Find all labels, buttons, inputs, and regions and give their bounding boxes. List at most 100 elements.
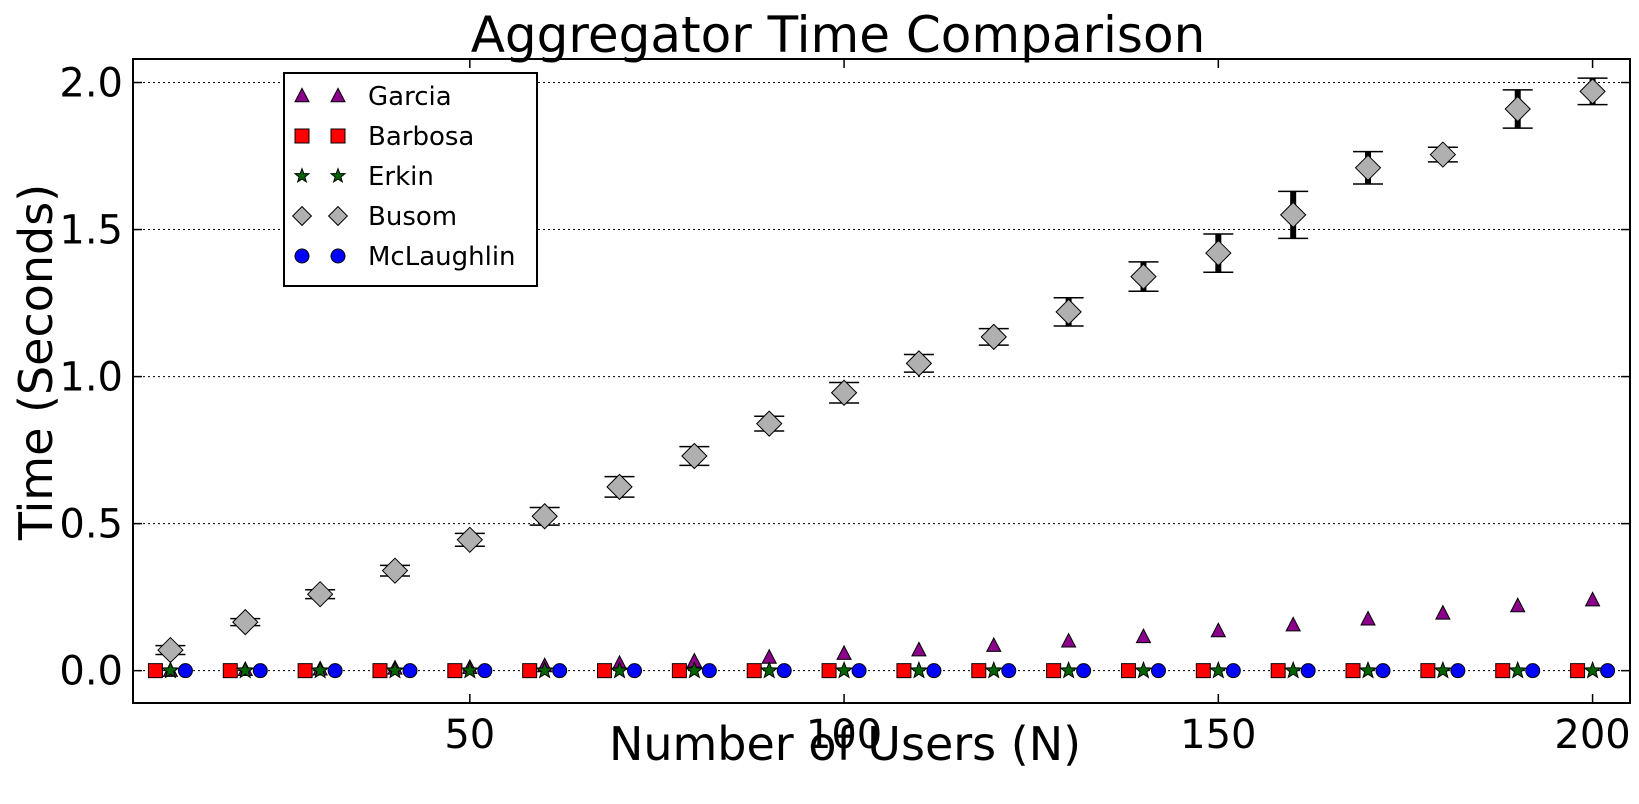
series-mclaughlin [177,663,1616,679]
data-point-barbosa [1120,663,1136,679]
data-point-barbosa [671,663,687,679]
x-axis-label: Number of Users (N) [609,717,1081,771]
legend-label: Erkin [368,162,434,192]
data-point-mclaughlin [627,663,643,679]
data-point-busom [1429,141,1457,168]
data-point-busom [1055,298,1082,326]
data-point-garcia [1584,591,1601,607]
data-point-garcia [1435,604,1451,620]
data-point-mclaughlin [477,663,493,679]
y-tick-label: 0.0 [59,649,123,695]
data-point-erkin [685,660,704,679]
data-point-mclaughlin [327,663,343,679]
data-point-erkin [1583,660,1602,679]
data-point-mclaughlin [851,663,867,679]
y-tick-label: 2.0 [59,61,123,107]
data-point-barbosa [821,663,837,679]
data-point-busom [381,557,409,584]
x-tick-label: 50 [444,712,495,758]
data-point-erkin [460,660,480,679]
data-point-erkin [1508,660,1528,679]
data-point-barbosa [1345,663,1361,679]
data-point-erkin [1208,660,1228,679]
legend-marker [330,87,346,103]
data-point-garcia [1060,632,1077,648]
plot-frame [132,58,1631,704]
legend-item-busom: Busom [291,202,457,232]
y-tick-label: 1.5 [59,208,123,254]
legend-item-garcia: Garcia [294,82,452,112]
data-point-busom [1579,78,1606,105]
axis-ticks: 0.0 0.5 1.0 1.5 2.0 50 100 150 200 [59,59,1631,758]
x-tick-label: 100 [806,712,882,758]
data-point-garcia [1509,597,1526,613]
data-point-erkin [1059,660,1078,679]
legend-marker [294,248,310,264]
data-point-erkin [834,660,854,679]
data-point-barbosa [1420,663,1436,679]
legend-item-mclaughlin: McLaughlin [294,242,516,272]
data-point-barbosa [1195,663,1211,679]
legend-label: Busom [368,202,457,232]
data-point-mclaughlin [1600,663,1616,679]
data-point-busom [606,473,633,501]
data-point-garcia [1285,616,1301,632]
data-point-garcia [985,636,1002,652]
legend-box [283,72,538,287]
series-busom [157,78,1606,664]
legend-marker [329,167,347,184]
legend-marker [294,87,310,103]
legend-marker [330,128,346,144]
data-point-barbosa [1270,663,1286,679]
data-point-erkin [759,660,779,679]
x-tick-label: 150 [1180,712,1256,758]
y-tick-label: 1.0 [59,355,123,401]
legend-label: Garcia [368,82,452,112]
data-marks [147,77,1616,679]
data-point-barbosa [372,663,388,679]
legend-marker [294,128,310,144]
data-point-busom [157,636,184,664]
data-point-erkin [1134,660,1153,679]
data-point-mclaughlin [1225,663,1241,679]
data-point-mclaughlin [1150,663,1166,679]
data-point-barbosa [1046,663,1062,679]
data-point-barbosa [222,663,238,679]
data-point-barbosa [447,663,463,679]
legend-marker [293,167,311,184]
data-point-erkin [310,660,330,679]
data-point-barbosa [896,663,912,679]
series-erkin [161,660,1602,679]
data-point-barbosa [746,663,762,679]
data-point-busom [306,580,334,608]
legend-marker [327,205,349,227]
data-point-erkin [235,660,255,679]
data-point-busom [681,442,708,470]
data-point-erkin [984,660,1004,679]
data-point-mclaughlin [552,663,568,679]
legend-label: Barbosa [368,122,474,152]
data-point-busom [456,526,484,554]
data-point-mclaughlin [1076,663,1092,679]
data-point-busom [905,350,933,377]
data-point-barbosa [597,663,613,679]
data-point-busom [1504,95,1531,123]
data-point-erkin [385,660,405,679]
data-point-erkin [161,660,180,679]
legend-marker [291,205,313,227]
data-point-busom [830,379,858,406]
data-point-garcia [1135,628,1152,644]
data-point-busom [232,608,259,636]
data-point-garcia [911,641,927,657]
legend: Garcia Barbosa Erkin Busom McLaughlin [283,72,538,287]
data-point-busom [756,410,783,437]
data-point-garcia [1210,622,1227,638]
legend-marker [330,248,346,264]
data-point-mclaughlin [701,663,717,679]
data-point-erkin [1358,660,1378,679]
data-point-erkin [610,660,629,679]
data-point-mclaughlin [926,663,942,679]
data-point-busom [1205,239,1232,267]
data-point-erkin [535,660,555,679]
data-point-mclaughlin [1001,663,1017,679]
